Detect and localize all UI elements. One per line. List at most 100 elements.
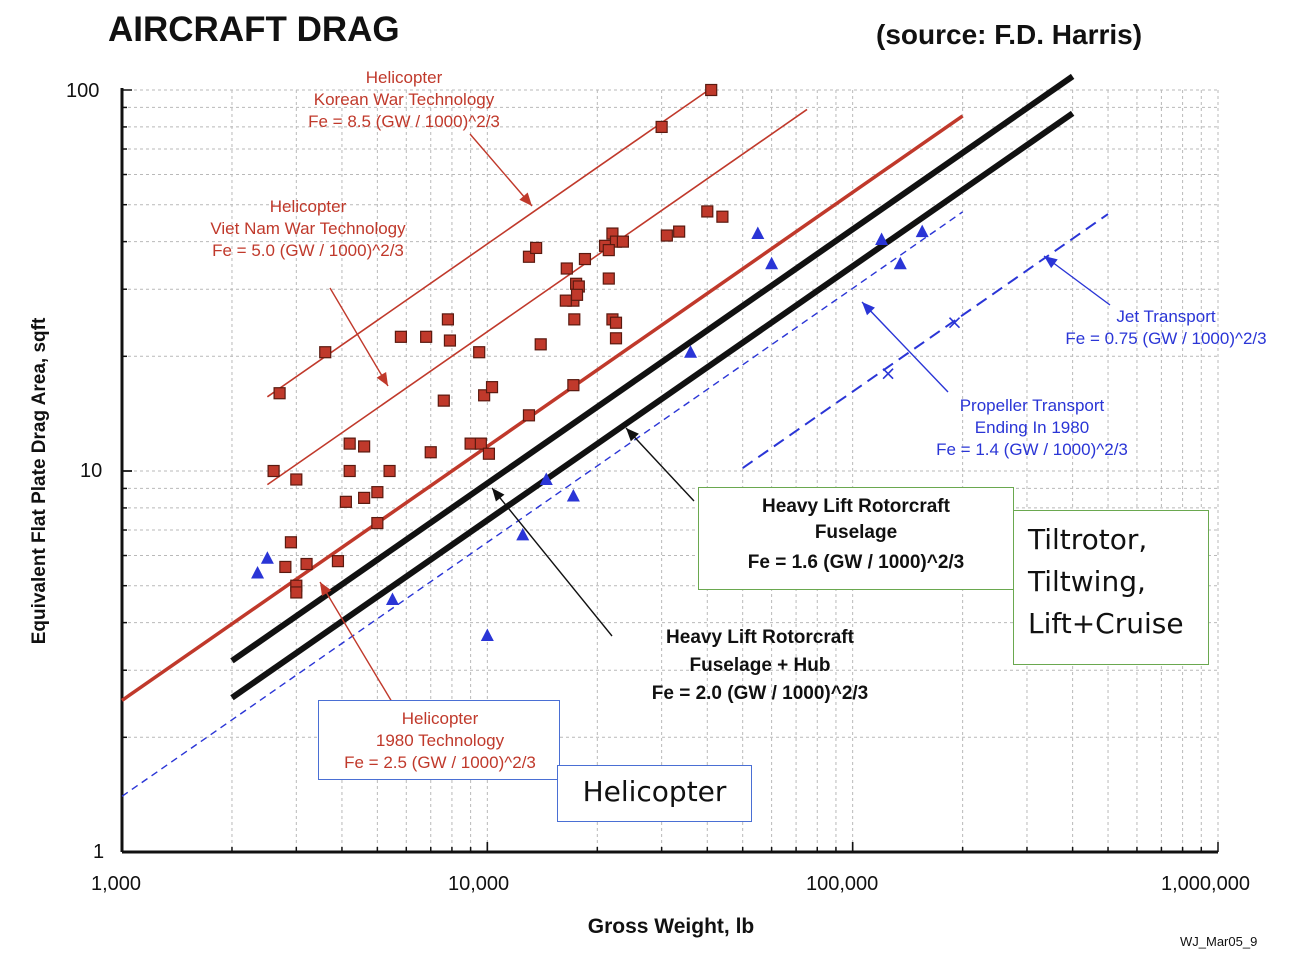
jet-transport-point	[948, 317, 961, 329]
tiltrotor-point	[751, 226, 765, 240]
tiltrotor-line-3: Lift+Cruise	[1028, 607, 1184, 640]
y-tick-label-10: 10	[80, 460, 103, 482]
helicopter-point	[443, 334, 457, 347]
helicopter-point	[473, 346, 486, 359]
helicopter-point	[441, 313, 455, 326]
korean-line-3: Fe = 8.5 (GW / 1000)^2/3	[308, 112, 500, 131]
hl-fuselage-arrow-head	[626, 428, 639, 442]
x-axis-label: Gross Weight, lb	[587, 915, 755, 938]
helicopter-point	[394, 330, 408, 343]
helicopter-point	[371, 516, 384, 530]
vietnam-line-2: Viet Nam War Technology	[210, 219, 406, 238]
vietnam-line-3: Fe = 5.0 (GW / 1000)^2/3	[212, 241, 404, 260]
helicopter-point	[279, 560, 292, 574]
vietnam-arrow	[329, 287, 389, 387]
chart-source: (source: F.D. Harris)	[876, 19, 1143, 50]
prop-arrow-head	[862, 302, 875, 316]
helicopter-point	[331, 555, 345, 568]
helicopter-point	[616, 235, 629, 248]
tiltrotor-point	[684, 345, 698, 358]
helicopter-point	[284, 536, 298, 549]
helicopter-point	[437, 394, 450, 407]
x-tick-label-10000: 10,000	[448, 873, 510, 895]
hl-fuselage-line-2: Fuselage	[814, 522, 898, 543]
helicopter-point	[578, 252, 592, 266]
x-tick-label-1000: 1,000	[91, 873, 142, 895]
prop-line-3: Fe = 1.4 (GW / 1000)^2/3	[936, 440, 1128, 459]
helicopter-point	[570, 288, 584, 301]
jet-line-1: Jet Transport	[1116, 307, 1216, 326]
helicopter-point	[319, 346, 332, 359]
helicopter-point	[464, 437, 477, 450]
helicopter-point	[343, 464, 356, 478]
vietnam-arrow-head	[376, 372, 388, 386]
helicopter-point	[371, 486, 384, 499]
tiltrotor-point	[480, 628, 494, 642]
y-tick-label-1: 1	[93, 841, 105, 863]
axes	[120, 88, 1219, 854]
heli-1980-line-1: Helicopter	[401, 709, 479, 728]
helicopter-point	[300, 557, 313, 571]
y-axis-label: Equivalent Flat Plate Drag Area, sqft	[29, 317, 50, 645]
tiltrotor-point	[251, 565, 265, 579]
trend-line-helicopter-viet-nam-war-technology	[266, 108, 808, 486]
prop-line-2: Ending In 1980	[974, 418, 1090, 437]
korean-arrow	[469, 133, 533, 207]
hl-fuselage-line-3: Fe = 1.6 (GW / 1000)^2/3	[747, 552, 965, 573]
helicopter-point	[343, 437, 356, 450]
vietnam-line-1: Helicopter	[269, 197, 347, 216]
trend-lines	[121, 73, 1109, 797]
helicopter-point	[609, 332, 623, 345]
jet-transport-point	[882, 368, 894, 380]
tiltrotor-line-1: Tiltrotor,	[1028, 523, 1148, 556]
tiltrotor-point	[260, 551, 274, 564]
helicopter-box: Helicopter	[557, 765, 752, 822]
heavy-lift-fuselage-box: Heavy Lift Rotorcraft Fuselage Fe = 1.6 …	[698, 487, 1014, 590]
helicopter-point	[716, 210, 729, 223]
tiltrotor-point	[875, 232, 889, 246]
helicopter-point	[339, 495, 352, 508]
trend-line-helicopter-1980-technology	[121, 114, 964, 702]
hl-hub-arrow	[491, 487, 613, 637]
helicopter-point	[701, 205, 714, 218]
data-points	[251, 83, 961, 642]
korean-line-2: Korean War Technology	[313, 90, 495, 109]
helicopter-point	[273, 387, 286, 400]
prop-line-1: Propeller Transport	[959, 396, 1105, 415]
korean-war-annotation: Helicopter Korean War Technology Fe = 8.…	[296, 67, 512, 133]
helicopter-point	[474, 437, 487, 450]
helicopter-point	[567, 379, 580, 392]
tiltrotor-point	[915, 224, 929, 238]
hl-fuselage-line-1: Heavy Lift Rotorcraft	[762, 496, 950, 517]
heli-1980-annotation: Helicopter 1980 Technology Fe = 2.5 (GW …	[320, 708, 560, 774]
tiltrotor-point	[566, 488, 580, 502]
korean-arrow-head	[519, 192, 532, 206]
hl-hub-line-3: Fe = 2.0 (GW / 1000)^2/3	[651, 683, 869, 704]
tiltrotor-box: Tiltrotor, Tiltwing, Lift+Cruise	[1013, 510, 1209, 665]
heli-1980-box	[318, 700, 560, 780]
tiltrotor-point	[385, 592, 399, 605]
chart-title: AIRCRAFT DRAG	[108, 10, 400, 49]
hl-hub-line-2: Fuselage + Hub	[689, 655, 831, 676]
tiltrotor-point	[516, 527, 530, 541]
trend-line-heavy-lift-rotorcraft-fuselage	[230, 110, 1075, 701]
trend-line-propeller-transport-ending-in-1980	[121, 211, 964, 797]
helicopter-point	[655, 120, 668, 134]
x-tick-label-1000000: 1,000,000	[1161, 873, 1250, 895]
hl-fuselage-arrow	[625, 427, 695, 502]
tiltrotor-point	[765, 256, 779, 270]
vietnam-war-annotation: Helicopter Viet Nam War Technology Fe = …	[183, 196, 433, 262]
jet-transport-annotation: Jet Transport Fe = 0.75 (GW / 1000)^2/3	[1050, 306, 1282, 350]
tiltrotor-point	[893, 256, 907, 270]
hl-hub-line-1: Heavy Lift Rotorcraft	[666, 627, 854, 648]
helicopter-point	[609, 316, 623, 329]
jet-line-2: Fe = 0.75 (GW / 1000)^2/3	[1065, 329, 1267, 348]
trend-line-heavy-lift-rotorcraft-fuselage-hub	[230, 73, 1075, 664]
jet-arrow	[1043, 255, 1111, 306]
prop-transport-annotation: Propeller Transport Ending In 1980 Fe = …	[916, 395, 1148, 461]
korean-line-1: Helicopter	[365, 68, 443, 87]
helicopter-point	[559, 294, 572, 307]
helicopter-point	[358, 440, 371, 453]
prop-arrow	[861, 301, 949, 393]
